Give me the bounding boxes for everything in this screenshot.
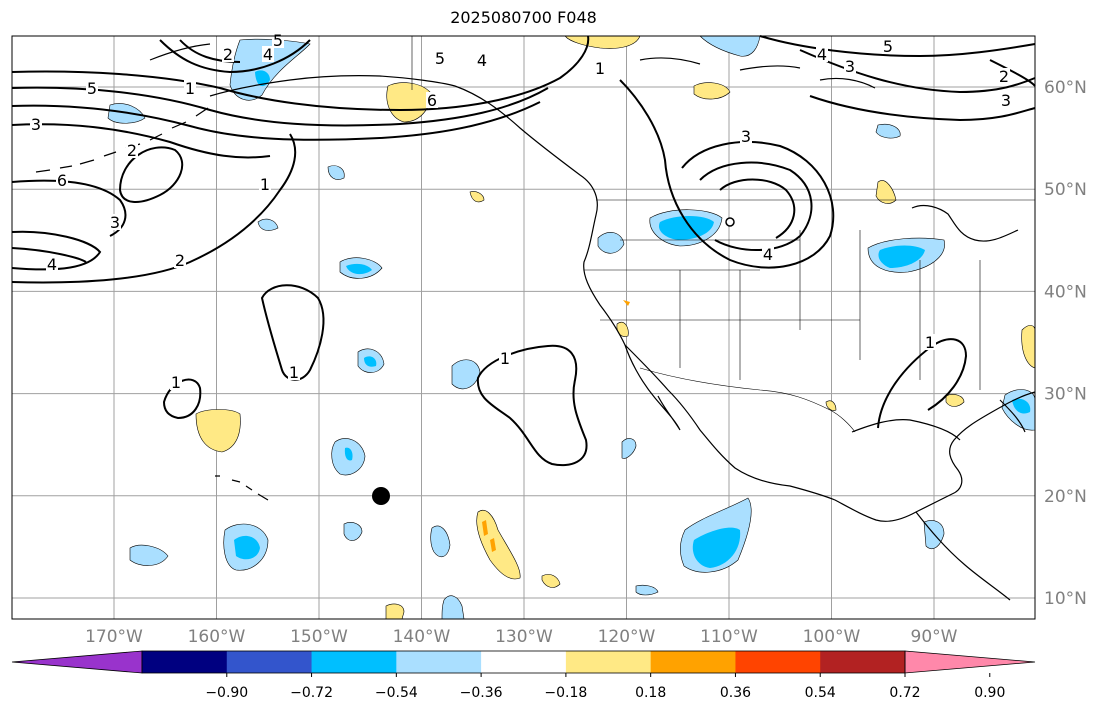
contour-label: 1 bbox=[185, 79, 195, 98]
colorbar-tick-label: −0.54 bbox=[375, 685, 418, 701]
contour-label: 3 bbox=[845, 57, 855, 76]
map-title: 2025080700 F048 bbox=[450, 8, 597, 27]
latitude-label: 60°N bbox=[1044, 78, 1087, 98]
colorbar-tick-label: −0.36 bbox=[460, 685, 503, 701]
longitude-label: 170°W bbox=[85, 627, 143, 647]
contour-label: 4 bbox=[263, 45, 273, 64]
contour-label: 3 bbox=[1001, 91, 1011, 110]
longitude-label: 160°W bbox=[188, 627, 246, 647]
contour-label: 4 bbox=[763, 245, 773, 264]
contour-label: 1 bbox=[289, 363, 299, 382]
colorbar-tick-label: −0.72 bbox=[290, 685, 333, 701]
contour-label: 1 bbox=[595, 59, 605, 78]
contour-label: 5 bbox=[273, 31, 283, 50]
longitude-label: 120°W bbox=[598, 627, 656, 647]
colorbar-swatch bbox=[481, 651, 567, 673]
colorbar-tick-label: 0.36 bbox=[720, 685, 751, 701]
longitude-label: 150°W bbox=[290, 627, 348, 647]
colorbar-tick-labels: −0.90 −0.72 −0.54 −0.36 −0.18 0.18 0.36 0.54 0.7… bbox=[205, 673, 1005, 701]
contour-label: 2 bbox=[223, 45, 233, 64]
colorbar bbox=[11, 650, 1036, 674]
colorbar-swatch bbox=[311, 651, 397, 673]
contour-label: 6 bbox=[57, 171, 67, 190]
station-marker bbox=[725, 217, 735, 227]
contour-label: 1 bbox=[925, 333, 935, 352]
contour-label: 5 bbox=[883, 37, 893, 56]
storm-location-marker bbox=[372, 487, 390, 505]
longitude-label: 90°W bbox=[911, 627, 958, 647]
contour-label: 5 bbox=[435, 49, 445, 68]
political-borders bbox=[411, 36, 1035, 433]
colorbar-tick-label: 0.54 bbox=[805, 685, 836, 701]
longitude-label: 100°W bbox=[803, 627, 861, 647]
colorbar-swatch bbox=[396, 651, 482, 673]
map-frame bbox=[11, 35, 1036, 620]
contour-label: 2 bbox=[127, 141, 137, 160]
latitude-label: 50°N bbox=[1044, 180, 1087, 200]
coastlines bbox=[35, 43, 1036, 601]
latitude-label: 30°N bbox=[1044, 385, 1087, 405]
colorbar-swatch bbox=[226, 651, 313, 673]
contour-label: 3 bbox=[741, 127, 751, 146]
colorbar-tick-label: 0.18 bbox=[635, 685, 666, 701]
contour-label: 4 bbox=[477, 51, 487, 70]
contour-label: 4 bbox=[817, 45, 827, 64]
colorbar-swatch bbox=[650, 651, 736, 673]
colorbar-swatch bbox=[735, 651, 821, 673]
longitude-label: 140°W bbox=[393, 627, 451, 647]
contour-label: 1 bbox=[171, 373, 181, 392]
colorbar-swatch bbox=[142, 651, 228, 673]
contour-label: 4 bbox=[47, 255, 57, 274]
colorbar-tick-label: −0.90 bbox=[205, 685, 248, 701]
anomaly-shading bbox=[107, 35, 1036, 620]
latitude-label: 10°N bbox=[1044, 589, 1087, 609]
colorbar-tick-label: −0.18 bbox=[544, 685, 587, 701]
colorbar-tick-label: 0.90 bbox=[974, 685, 1005, 701]
longitude-label: 110°W bbox=[700, 627, 758, 647]
latitude-labels: 60°N 50°N 40°N 30°N 20°N 10°N bbox=[1044, 78, 1087, 609]
contour-label: 3 bbox=[31, 115, 41, 134]
longitude-labels: 170°W 160°W 150°W 140°W 130°W 120°W 110°W 100°W… bbox=[85, 627, 958, 647]
contour-label: 1 bbox=[500, 349, 510, 368]
colorbar-swatch bbox=[820, 651, 906, 673]
latitude-label: 20°N bbox=[1044, 487, 1087, 507]
contour-label: 5 bbox=[87, 79, 97, 98]
colorbar-tick-label: 0.72 bbox=[889, 685, 920, 701]
latitude-label: 40°N bbox=[1044, 282, 1087, 302]
colorbar-swatch bbox=[565, 651, 652, 673]
contour-label: 6 bbox=[427, 91, 437, 110]
contour-label: 2 bbox=[999, 67, 1009, 86]
contour-label: 1 bbox=[260, 175, 270, 194]
contour-lines bbox=[11, 35, 1036, 467]
contour-label: 3 bbox=[110, 213, 120, 232]
contour-label: 2 bbox=[175, 251, 185, 270]
colorbar-extend-left bbox=[11, 650, 143, 674]
colorbar-extend-right bbox=[904, 650, 1036, 674]
longitude-label: 130°W bbox=[495, 627, 553, 647]
